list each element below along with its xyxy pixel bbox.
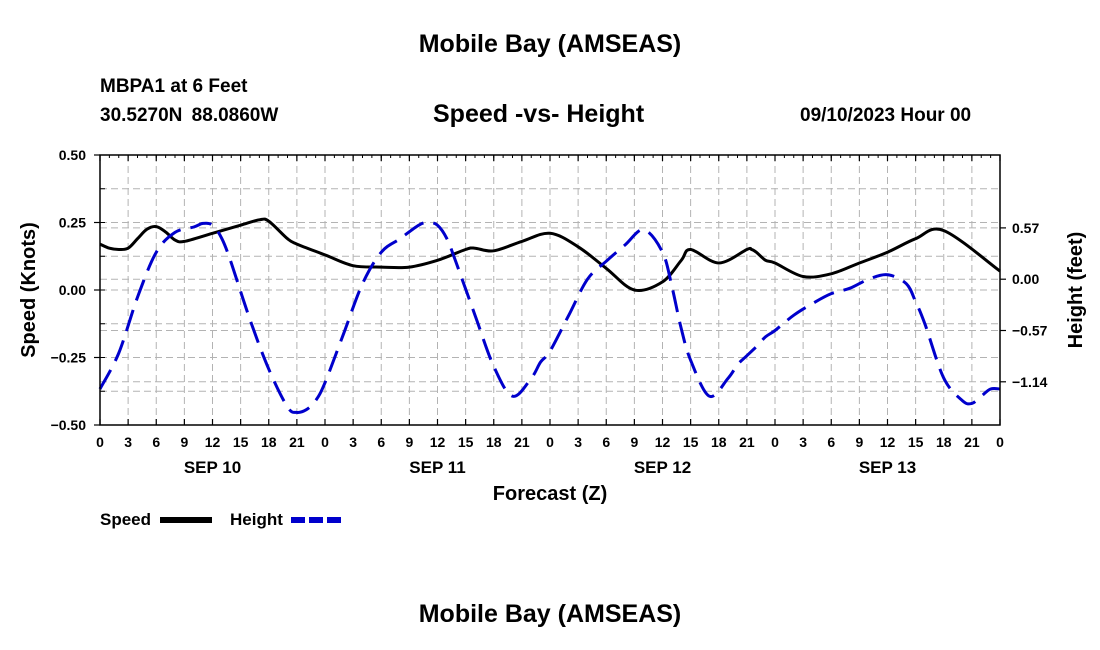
x-axis-label: Forecast (Z) xyxy=(493,483,607,505)
date-label: SEP 13 xyxy=(859,458,916,477)
x-tick-label: 18 xyxy=(486,434,502,450)
y2-tick-label: 0.57 xyxy=(1012,220,1039,236)
x-tick-label: 0 xyxy=(771,434,779,450)
x-tick-label: 12 xyxy=(430,434,446,450)
x-tick-label: 0 xyxy=(321,434,329,450)
x-tick-label: 3 xyxy=(799,434,807,450)
series-line-speed xyxy=(99,217,1001,293)
y-tick-label: 0.25 xyxy=(59,215,86,231)
x-tick-label: 21 xyxy=(739,434,755,450)
axis-layer xyxy=(94,154,1006,426)
x-tick-label: 6 xyxy=(602,434,610,450)
x-tick-label: 15 xyxy=(908,434,924,450)
x-tick-label: 12 xyxy=(880,434,896,450)
x-tick-label: 12 xyxy=(655,434,671,450)
date-label: SEP 12 xyxy=(634,458,691,477)
grid-layer xyxy=(100,155,1000,425)
page-title: Mobile Bay (AMSEAS) xyxy=(418,30,682,58)
forecast-datetime: 09/10/2023 Hour 00 xyxy=(800,105,972,126)
x-tick-label: 3 xyxy=(349,434,357,450)
y-tick-label: −0.25 xyxy=(51,350,87,366)
y2-tick-label: −0.57 xyxy=(1012,323,1048,339)
x-tick-label: 6 xyxy=(152,434,160,450)
legend: Speed Height xyxy=(100,510,343,529)
x-tick-label: 12 xyxy=(205,434,221,450)
x-tick-label: 3 xyxy=(124,434,132,450)
x-tick-label: 0 xyxy=(546,434,554,450)
y2-tick-label: 0.00 xyxy=(1012,271,1039,287)
x-tick-label: 0 xyxy=(996,434,1004,450)
x-tick-label: 21 xyxy=(964,434,980,450)
x-tick-label: 18 xyxy=(261,434,277,450)
x-tick-label: 9 xyxy=(180,434,188,450)
x-tick-label: 3 xyxy=(574,434,582,450)
y2-axis-label: Height (feet) xyxy=(1065,232,1087,349)
series-layer xyxy=(98,217,1001,414)
x-tick-label: 18 xyxy=(711,434,727,450)
x-tick-label: 6 xyxy=(377,434,385,450)
x-tick-label: 15 xyxy=(233,434,249,450)
chart-title: Speed -vs- Height xyxy=(433,100,645,128)
x-tick-label: 18 xyxy=(936,434,952,450)
x-tick-label: 9 xyxy=(405,434,413,450)
y-tick-label: −0.50 xyxy=(51,417,87,433)
legend-label-height: Height xyxy=(230,510,283,529)
x-tick-label: 21 xyxy=(289,434,305,450)
plot-frame xyxy=(99,154,1001,426)
station-coordinates: 30.5270N 88.0860W xyxy=(100,105,279,126)
x-tick-label: 6 xyxy=(827,434,835,450)
x-tick-label: 0 xyxy=(96,434,104,450)
x-tick-label: 15 xyxy=(683,434,699,450)
date-label: SEP 11 xyxy=(409,458,465,477)
x-tick-label: 9 xyxy=(630,434,638,450)
x-tick-label: 15 xyxy=(458,434,474,450)
footer-title: Mobile Bay (AMSEAS) xyxy=(418,600,682,628)
legend-label-speed: Speed xyxy=(100,510,151,529)
y-axis-label: Speed (Knots) xyxy=(18,222,40,358)
series-line-height xyxy=(98,221,1001,414)
x-tick-label: 21 xyxy=(514,434,530,450)
y-tick-label: 0.00 xyxy=(59,282,86,298)
y2-tick-label: −1.14 xyxy=(1012,374,1048,390)
x-tick-label: 9 xyxy=(855,434,863,450)
date-label: SEP 10 xyxy=(184,458,241,477)
station-label: MBPA1 at 6 Feet xyxy=(100,76,248,97)
label-layer: 0 3 6 9 12 15 18 21 0 3 6 9 12 15 18 21 0 3 6 9 12 15 18 21 0 3 6 9… xyxy=(18,147,1087,505)
y-tick-label: 0.50 xyxy=(59,147,86,163)
